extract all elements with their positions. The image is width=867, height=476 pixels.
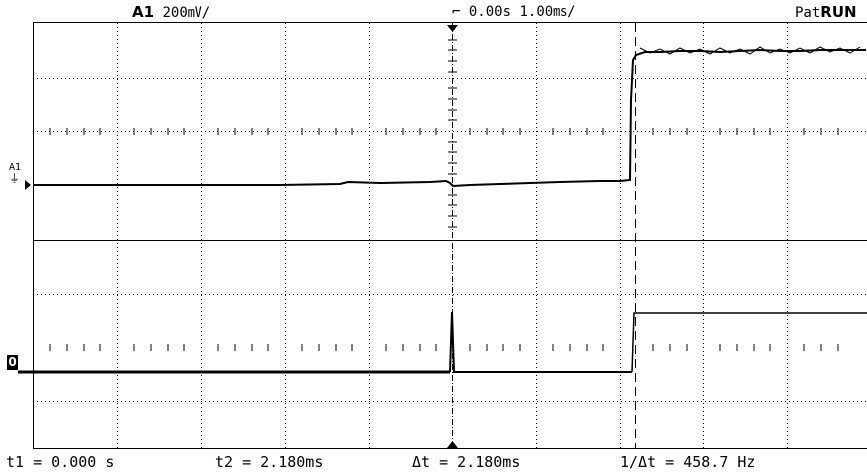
grid-lines bbox=[33, 23, 867, 448]
screen-border bbox=[33, 22, 867, 449]
time-position: 0.00s bbox=[468, 4, 512, 20]
digital-high-level bbox=[631, 312, 867, 373]
trigger-mode: Pat bbox=[795, 5, 821, 21]
analog-channel-marker: A1 bbox=[9, 162, 22, 173]
cursor-t2-readout: t2 = 2.180ms bbox=[215, 453, 324, 471]
minor-ticks bbox=[49, 128, 839, 351]
volts-per-div: 200㎷/ bbox=[162, 5, 211, 21]
run-state: RUN bbox=[820, 3, 857, 21]
cursor-t1-readout: t1 = 0.000 s bbox=[6, 453, 115, 471]
trigger-position-marker-bottom bbox=[447, 441, 458, 448]
trigger-edge-icon: ⌐ bbox=[452, 4, 461, 20]
digital-channel-marker: 0 bbox=[7, 355, 18, 370]
analog-waveform bbox=[33, 48, 866, 188]
delta-t-readout: Δt = 2.180ms bbox=[412, 453, 521, 471]
time-per-div: 1.00㎳/ bbox=[519, 4, 576, 20]
channel-label: A1 200㎷/ bbox=[132, 3, 210, 22]
run-status: PatRUN bbox=[795, 3, 857, 22]
channel-level-arrow[interactable] bbox=[25, 180, 31, 190]
trigger-position-marker-top bbox=[447, 25, 458, 32]
frequency-readout: 1/Δt = 458.7 Hz bbox=[620, 453, 756, 471]
center-axis-ticks bbox=[448, 39, 457, 228]
channel-name: A1 bbox=[132, 3, 155, 21]
analog-waveform-noise bbox=[639, 46, 861, 55]
ground-icon: ⏚ bbox=[9, 172, 20, 185]
digital-glitch bbox=[449, 311, 632, 373]
timebase-label: ⌐ 0.00s 1.00㎳/ bbox=[452, 3, 576, 21]
